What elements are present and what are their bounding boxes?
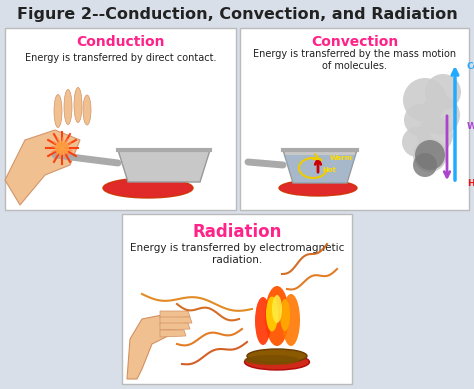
- FancyBboxPatch shape: [5, 28, 236, 210]
- Text: Hot: Hot: [467, 179, 474, 187]
- Circle shape: [413, 138, 447, 172]
- Ellipse shape: [255, 297, 271, 345]
- Circle shape: [403, 78, 447, 122]
- Ellipse shape: [247, 349, 307, 363]
- Polygon shape: [160, 311, 190, 318]
- Ellipse shape: [54, 95, 62, 128]
- Text: Hot: Hot: [322, 167, 336, 173]
- Ellipse shape: [266, 296, 278, 331]
- Polygon shape: [284, 155, 356, 183]
- Ellipse shape: [64, 89, 72, 124]
- Circle shape: [420, 95, 460, 135]
- Ellipse shape: [83, 95, 91, 125]
- Text: Energy is transferred by electromagnetic
radiation.: Energy is transferred by electromagnetic…: [130, 243, 344, 265]
- Text: Energy is transferred by the mass motion
of molecules.: Energy is transferred by the mass motion…: [253, 49, 456, 71]
- Text: Cool: Cool: [467, 61, 474, 70]
- FancyBboxPatch shape: [240, 28, 469, 210]
- Circle shape: [415, 140, 445, 170]
- Circle shape: [55, 141, 69, 155]
- Ellipse shape: [282, 294, 300, 346]
- Ellipse shape: [265, 286, 289, 346]
- Text: Warm: Warm: [330, 155, 353, 161]
- Circle shape: [404, 104, 436, 136]
- Circle shape: [402, 127, 432, 157]
- Text: Convection: Convection: [311, 35, 398, 49]
- Ellipse shape: [245, 354, 310, 370]
- Circle shape: [425, 74, 461, 110]
- Polygon shape: [160, 317, 192, 324]
- Polygon shape: [118, 150, 210, 182]
- Ellipse shape: [279, 180, 357, 196]
- Ellipse shape: [280, 299, 290, 331]
- Text: Radiation: Radiation: [192, 223, 282, 241]
- Ellipse shape: [272, 295, 282, 323]
- Polygon shape: [283, 150, 357, 183]
- Circle shape: [413, 153, 437, 177]
- FancyBboxPatch shape: [122, 214, 352, 384]
- Polygon shape: [5, 130, 80, 205]
- Text: Energy is transferred by direct contact.: Energy is transferred by direct contact.: [25, 53, 216, 63]
- Text: Figure 2--Conduction, Convection, and Radiation: Figure 2--Conduction, Convection, and Ra…: [17, 7, 457, 21]
- Polygon shape: [127, 314, 172, 379]
- Ellipse shape: [245, 355, 300, 365]
- Polygon shape: [160, 330, 186, 337]
- Text: Warm: Warm: [467, 121, 474, 130]
- Circle shape: [417, 117, 453, 153]
- Text: Conduction: Conduction: [76, 35, 165, 49]
- Ellipse shape: [74, 88, 82, 123]
- Polygon shape: [160, 323, 190, 330]
- Ellipse shape: [103, 178, 193, 198]
